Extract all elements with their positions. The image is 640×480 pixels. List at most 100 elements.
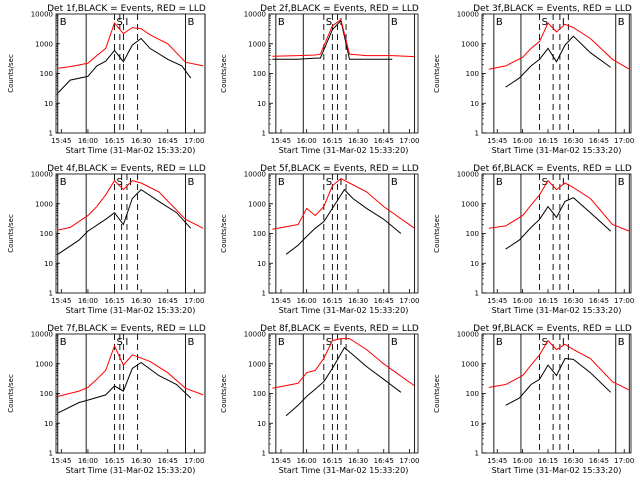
y-tick-label: 100 (253, 390, 266, 398)
lld-series-line (272, 178, 415, 230)
x-tick-label: 17:00 (399, 137, 419, 145)
y-tick-label: 100 (40, 390, 53, 398)
region-label: B (391, 177, 398, 188)
y-tick-label: 100 (466, 230, 479, 238)
x-axis-label: Start Time (31-Mar-02 15:33:20) (279, 306, 409, 315)
y-tick-label: 1000 (461, 200, 479, 208)
x-tick-label: 16:15 (538, 457, 558, 465)
x-axis-label: Start Time (31-Mar-02 15:33:20) (279, 146, 409, 155)
x-tick-label: 16:00 (297, 297, 317, 305)
y-tick-label: 10 (470, 260, 479, 268)
x-tick-label: 16:00 (297, 137, 317, 145)
x-axis-label: Start Time (31-Mar-02 15:33:20) (492, 306, 622, 315)
y-axis-label: Counts/sec (220, 374, 228, 413)
panel-title: Det 6f,BLACK = Events, RED = LLD (473, 164, 632, 174)
x-tick-label: 15:45 (271, 297, 291, 305)
y-tick-label: 1 (475, 450, 479, 458)
x-tick-label: 16:45 (589, 297, 609, 305)
panel-title: Det 9f,BLACK = Events, RED = LLD (473, 324, 632, 334)
y-tick-label: 1 (262, 290, 266, 298)
plot-frame (55, 173, 206, 294)
x-tick-label: 16:45 (589, 457, 609, 465)
x-axis-label: Start Time (31-Mar-02 15:33:20) (492, 466, 622, 475)
y-tick-label: 10000 (244, 331, 266, 339)
y-tick-label: 1 (262, 130, 266, 138)
y-tick-label: 1000 (248, 40, 266, 48)
y-tick-label: 1 (475, 290, 479, 298)
lld-series-line (488, 22, 630, 70)
x-tick-label: 16:15 (538, 137, 558, 145)
y-tick-label: 100 (253, 70, 266, 78)
region-label: B (187, 17, 194, 28)
y-tick-label: 10000 (244, 171, 266, 179)
x-tick-label: 16:15 (104, 457, 124, 465)
region-label: B (187, 177, 194, 188)
y-tick-label: 1 (475, 130, 479, 138)
region-label: S (542, 17, 548, 28)
x-tick-label: 16:45 (158, 137, 178, 145)
y-tick-label: 1000 (248, 200, 266, 208)
region-label: I (562, 17, 565, 28)
y-tick-label: 10 (44, 260, 53, 268)
region-label: B (278, 337, 285, 348)
detector-panel: Det 7f,BLACK = Events, RED = LLD 1 10 100 10… (7, 324, 206, 475)
region-label: B (391, 17, 398, 28)
region-label: S (542, 337, 548, 348)
y-tick-label: 1 (49, 130, 53, 138)
x-axis-label: Start Time (31-Mar-02 15:33:20) (492, 146, 622, 155)
region-label: S (542, 177, 548, 188)
region-label: B (496, 17, 503, 28)
x-tick-label: 16:15 (322, 457, 342, 465)
detector-panel: Det 8f,BLACK = Events, RED = LLD 1 10 100 10… (220, 324, 420, 475)
events-series-line (57, 188, 192, 255)
x-tick-label: 16:00 (78, 297, 98, 305)
region-label: B (187, 337, 194, 348)
x-tick-label: 16:30 (563, 297, 583, 305)
plot-frame (55, 333, 206, 454)
region-label: B (278, 177, 285, 188)
x-axis-label: Start Time (31-Mar-02 15:33:20) (279, 466, 409, 475)
x-tick-label: 17:00 (614, 297, 634, 305)
y-axis-label: Counts/sec (7, 214, 15, 253)
x-axis-label: Start Time (31-Mar-02 15:33:20) (66, 466, 196, 475)
x-tick-label: 17:00 (399, 457, 419, 465)
x-tick-label: 16:30 (131, 457, 151, 465)
x-tick-label: 16:15 (322, 297, 342, 305)
panel-title: Det 5f,BLACK = Events, RED = LLD (260, 164, 419, 174)
detector-panel: Det 9f,BLACK = Events, RED = LLD 1 10 100 10… (433, 324, 634, 475)
x-tick-label: 16:45 (374, 457, 394, 465)
y-tick-label: 1 (49, 450, 53, 458)
region-label: I (562, 177, 565, 188)
x-tick-label: 16:00 (513, 137, 533, 145)
x-tick-label: 16:00 (513, 297, 533, 305)
lld-series-line (272, 338, 415, 389)
detector-panel: Det 5f,BLACK = Events, RED = LLD 1 10 100 10… (220, 164, 420, 315)
region-label: I (125, 337, 128, 348)
y-tick-label: 10 (257, 420, 266, 428)
x-axis-label: Start Time (31-Mar-02 15:33:20) (66, 306, 196, 315)
x-tick-label: 16:45 (158, 297, 178, 305)
y-axis-label: Counts/sec (433, 54, 441, 93)
x-tick-label: 16:30 (563, 457, 583, 465)
x-tick-label: 17:00 (614, 457, 634, 465)
plot-frame (481, 333, 632, 454)
x-tick-label: 16:15 (538, 297, 558, 305)
y-tick-label: 100 (40, 70, 53, 78)
x-tick-label: 15:45 (51, 457, 71, 465)
y-tick-label: 10 (44, 100, 53, 108)
y-axis-label: Counts/sec (433, 374, 441, 413)
panel-title: Det 2f,BLACK = Events, RED = LLD (260, 4, 419, 14)
y-tick-label: 10000 (31, 11, 53, 19)
y-axis-label: Counts/sec (433, 214, 441, 253)
y-tick-label: 1000 (35, 200, 53, 208)
x-tick-label: 16:15 (104, 297, 124, 305)
region-label: B (496, 337, 503, 348)
x-tick-label: 15:45 (487, 457, 507, 465)
y-tick-label: 10 (257, 260, 266, 268)
lld-series-line (57, 344, 204, 397)
detector-panel: Det 6f,BLACK = Events, RED = LLD 1 10 100 10… (433, 164, 634, 315)
y-tick-label: 100 (466, 70, 479, 78)
region-label: S (326, 17, 332, 28)
y-tick-label: 10 (257, 100, 266, 108)
